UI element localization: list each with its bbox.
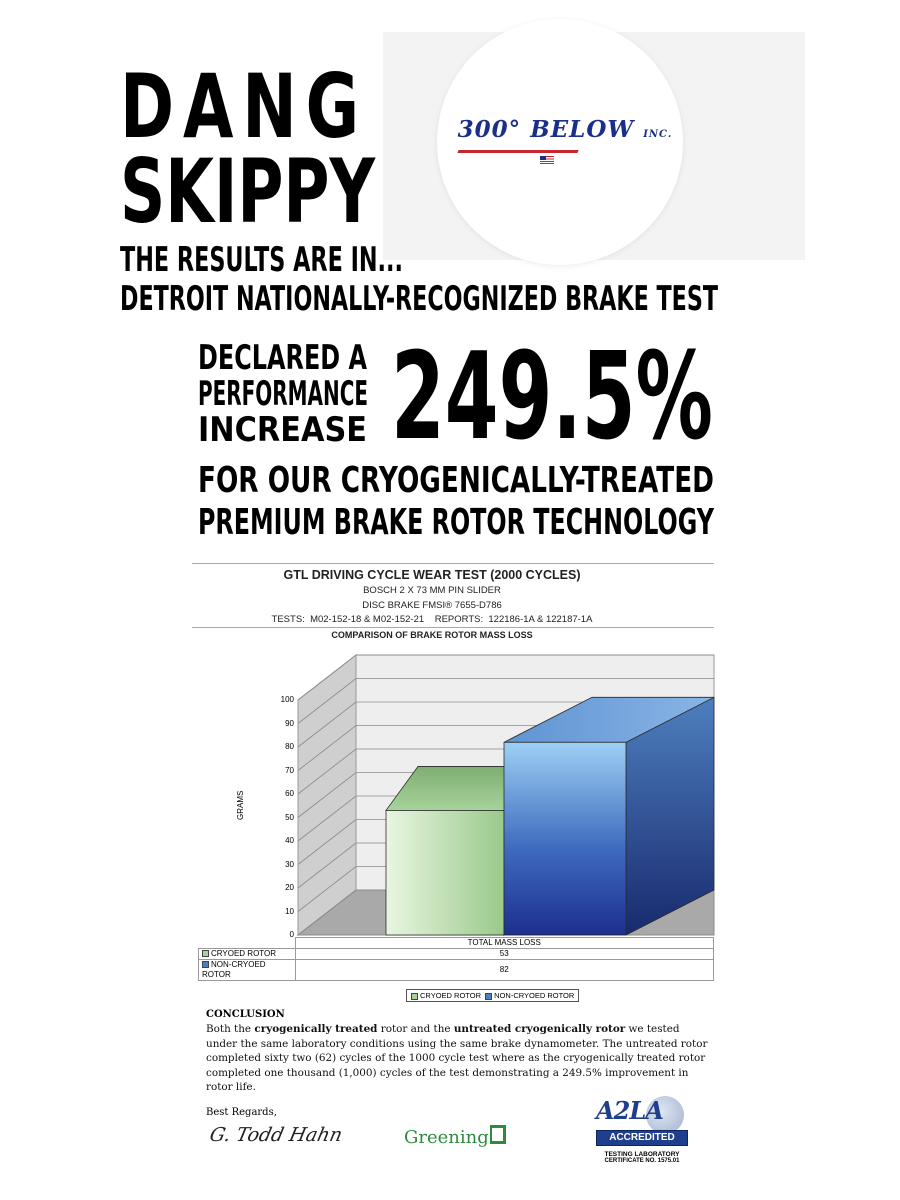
y-tick-label: 30 <box>285 859 294 869</box>
table-header-row: TOTAL MASS LOSS <box>198 937 714 949</box>
y-tick-label: 50 <box>285 812 294 822</box>
y-tick-label: 90 <box>285 718 294 728</box>
declared-line-1: DECLARED A <box>198 338 367 378</box>
company-logo: 300° BELOW INC. <box>455 116 675 143</box>
table-corner <box>198 937 296 949</box>
table-row: CRYOED ROTOR 53 <box>198 948 714 960</box>
gridline <box>297 654 714 701</box>
greening-mark-icon <box>489 1125 506 1144</box>
certificate-number: CERTIFICATE NO. 1575.01 <box>604 1158 680 1164</box>
bar-cryoed-rotor-front <box>385 810 505 936</box>
results-line: THE RESULTS ARE IN... <box>120 240 403 280</box>
testing-lab: TESTING LABORATORY <box>604 1151 680 1158</box>
us-flag-icon <box>540 156 554 164</box>
logo-circle <box>437 19 683 265</box>
y-tick-label: 100 <box>280 695 294 704</box>
declared-line-3: INCREASE <box>198 410 367 450</box>
bar-non-cryoed-rotor-front <box>503 741 627 936</box>
chart-legend: CRYOED ROTOR NON-CRYOED ROTOR <box>406 989 580 1002</box>
conclusion-body: Both the cryogenically treated rotor and… <box>206 1023 708 1094</box>
y-tick-label: 70 <box>285 765 294 775</box>
rule-top <box>192 563 714 564</box>
best-regards: Best Regards, <box>206 1107 277 1118</box>
legend-key-cryoed <box>411 992 418 1000</box>
y-tick-label: 0 <box>289 930 294 939</box>
chart-title: COMPARISON OF BRAKE ROTOR MASS LOSS <box>331 630 533 640</box>
treated-line-2: PREMIUM BRAKE ROTOR TECHNOLOGY <box>198 502 714 543</box>
rule-bottom <box>192 627 714 628</box>
a2la-mark: A2LA <box>596 1096 664 1125</box>
treated-line-1: FOR OUR CRYOGENICALLY-TREATED <box>198 460 714 501</box>
brake-test-line: DETROIT NATIONALLY-RECOGNIZED BRAKE TEST <box>120 279 718 319</box>
report-sub-2: DISC BRAKE FMSI® 7655-D786 <box>362 600 502 611</box>
table-cell: 53 <box>294 948 714 960</box>
legend-noncryoed: NON-CRYOED ROTOR <box>494 991 575 1000</box>
signature: G. Todd Hahn <box>207 1124 345 1146</box>
report-title: GTL DRIVING CYCLE WEAR TEST (2000 CYCLES… <box>283 568 581 582</box>
globe-icon <box>646 1096 684 1134</box>
y-tick-label: 40 <box>285 836 294 845</box>
y-tick-label: 20 <box>285 883 294 892</box>
data-table: TOTAL MASS LOSS CRYOED ROTOR 53 NON-CRYO… <box>198 937 714 981</box>
gridline <box>297 678 714 724</box>
logo-suffix: INC. <box>643 129 673 140</box>
table-row-label: CRYOED ROTOR <box>198 948 296 960</box>
a2la-badge: A2LA ACCREDITED TESTING LABORATORY CERTI… <box>596 1096 688 1164</box>
chart-bars <box>385 696 715 937</box>
y-tick-label: 10 <box>285 906 294 916</box>
legend-key-noncryoed <box>485 992 493 1000</box>
bar-non-cryoed-rotor <box>503 696 715 936</box>
y-tick-label: 60 <box>285 789 294 798</box>
table-row: NON-CRYOED ROTOR 82 <box>198 959 714 981</box>
table-row-label: NON-CRYOED ROTOR <box>198 959 296 981</box>
table-cell: 82 <box>294 959 714 981</box>
report-tests: TESTS: M02-152-18 & M02-152-21 REPORTS: … <box>271 614 593 625</box>
table-header: TOTAL MASS LOSS <box>294 937 714 949</box>
percent-increase: 249.5% <box>391 328 713 467</box>
greening-text: Greening <box>404 1127 489 1148</box>
declared-line-2: PERFORMANCE <box>198 374 368 414</box>
y-tick-label: 80 <box>285 742 294 751</box>
conclusion-heading: CONCLUSION <box>206 1009 285 1020</box>
accredited-banner: ACCREDITED <box>596 1130 688 1146</box>
report-sub-1: BOSCH 2 X 73 MM PIN SLIDER <box>363 585 501 596</box>
logo-brand: 300° BELOW <box>457 116 635 143</box>
legend-cryoed: CRYOED ROTOR <box>420 991 481 1000</box>
headline-skippy: SKIPPY <box>120 140 375 243</box>
greening-logo: Greening <box>404 1125 506 1148</box>
headline-dang: DANG <box>120 55 368 158</box>
y-axis-label: GRAMS <box>236 790 245 820</box>
